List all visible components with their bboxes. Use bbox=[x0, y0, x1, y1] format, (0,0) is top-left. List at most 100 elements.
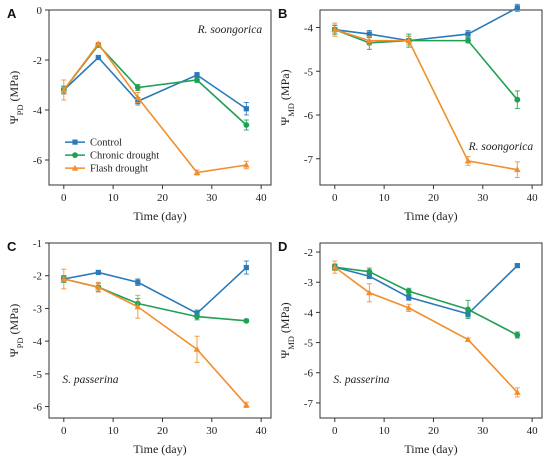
x-tick-label: 20 bbox=[428, 192, 440, 204]
series-line bbox=[63, 43, 247, 126]
data-point bbox=[465, 31, 471, 37]
x-tick-label: 10 bbox=[108, 192, 120, 204]
data-point bbox=[194, 313, 200, 320]
x-tick-label: 10 bbox=[379, 425, 391, 437]
legend: Control Chronic drought Flash drought bbox=[65, 138, 159, 175]
y-tick-label: -6 bbox=[33, 402, 43, 414]
y-tick-label: 0 bbox=[37, 5, 43, 17]
series-flash-drought bbox=[60, 268, 250, 409]
y-tick-label: -6 bbox=[33, 155, 43, 167]
data-point bbox=[405, 288, 412, 295]
data-point bbox=[193, 346, 201, 352]
species-label: R. soongorica bbox=[197, 24, 263, 36]
legend-entry: Control bbox=[65, 138, 122, 149]
y-axis-subscript: MD bbox=[286, 336, 296, 350]
y-axis-title: ΨMD (MPa) bbox=[278, 302, 296, 358]
x-axis-title: Time (day) bbox=[133, 209, 186, 223]
data-point bbox=[465, 306, 471, 313]
x-tick-label: 40 bbox=[256, 192, 268, 204]
x-tick-label: 30 bbox=[206, 425, 218, 437]
data-point bbox=[134, 303, 142, 310]
plot-frame bbox=[48, 242, 272, 419]
legend-entry: Chronic drought bbox=[65, 151, 159, 162]
data-point bbox=[464, 336, 472, 343]
x-tick-label: 10 bbox=[379, 192, 391, 204]
legend-marker bbox=[72, 152, 78, 159]
y-tick-label: -5 bbox=[33, 369, 43, 381]
y-axis-unit: (MPa) bbox=[278, 302, 292, 336]
data-point bbox=[134, 94, 142, 100]
plot-frame bbox=[48, 9, 272, 186]
y-tick-label: -1 bbox=[33, 238, 42, 250]
data-point bbox=[366, 289, 373, 296]
data-point bbox=[405, 304, 413, 311]
data-point bbox=[135, 279, 141, 285]
data-point bbox=[464, 157, 472, 164]
series-line bbox=[334, 7, 518, 42]
x-tick-label: 30 bbox=[206, 192, 218, 204]
y-tick-label: -4 bbox=[33, 105, 43, 117]
species-label: S. passerina bbox=[62, 374, 118, 386]
y-tick-label: -5 bbox=[304, 66, 314, 78]
y-tick-label: -7 bbox=[304, 398, 314, 410]
x-tick-label: 0 bbox=[332, 425, 338, 437]
legend-marker bbox=[72, 139, 78, 145]
panel-b: B 0 10 20 30 40 -4 -5 -6 -7 Time (day) ΨMD (MPa) R. … bbox=[278, 3, 543, 223]
panel-letter: B bbox=[278, 6, 287, 21]
series-chronic-drought bbox=[60, 275, 250, 324]
legend-marker bbox=[71, 164, 79, 171]
panel-a: A 0 10 20 30 40 0 -2 -4 -6 Time (day) ΨPD (MPa) R. s… bbox=[7, 5, 272, 223]
data-point bbox=[243, 264, 249, 271]
y-tick-label: -3 bbox=[33, 303, 43, 315]
data-point bbox=[243, 317, 250, 324]
x-axis-title: Time (day) bbox=[133, 442, 186, 456]
data-point bbox=[243, 106, 249, 112]
x-tick-label: 0 bbox=[332, 192, 338, 204]
panel-c: C 0 10 20 30 40 -1 -2 -3 -4 -5 -6 Time (day) ΨPD (MPa… bbox=[7, 238, 272, 456]
x-tick-label: 20 bbox=[157, 192, 169, 204]
y-axis-subscript: MD bbox=[286, 103, 296, 117]
panel-letter: D bbox=[278, 239, 287, 254]
series-flash-drought bbox=[331, 22, 521, 179]
data-point bbox=[366, 273, 372, 279]
species-label: R. soongorica bbox=[468, 141, 534, 153]
y-axis-symbol: Ψ bbox=[278, 350, 292, 359]
plot-frame bbox=[319, 242, 543, 419]
y-axis-unit: (MPa) bbox=[278, 69, 292, 103]
y-axis-symbol: Ψ bbox=[7, 348, 21, 357]
series-chronic-drought bbox=[331, 263, 521, 339]
panel-letter: C bbox=[7, 239, 17, 254]
data-point bbox=[366, 37, 373, 44]
y-tick-label: -5 bbox=[304, 338, 314, 350]
y-tick-label: -6 bbox=[304, 110, 314, 122]
data-point bbox=[243, 401, 250, 408]
species-label: S. passerina bbox=[333, 374, 389, 386]
data-point bbox=[405, 37, 413, 44]
y-axis-title: ΨPD (MPa) bbox=[7, 304, 25, 357]
y-axis-unit: (MPa) bbox=[7, 71, 21, 105]
data-point bbox=[95, 283, 102, 290]
data-point bbox=[331, 26, 339, 33]
data-point bbox=[243, 122, 250, 128]
data-point bbox=[514, 5, 520, 11]
x-tick-label: 40 bbox=[527, 192, 539, 204]
data-point bbox=[95, 54, 101, 61]
series-line bbox=[63, 278, 247, 406]
series-flash-drought bbox=[331, 260, 521, 398]
data-point bbox=[95, 40, 102, 47]
legend-label: Flash drought bbox=[90, 164, 148, 175]
y-axis-symbol: Ψ bbox=[278, 117, 292, 126]
data-point bbox=[194, 72, 200, 78]
y-tick-label: -7 bbox=[304, 154, 314, 166]
x-tick-label: 20 bbox=[157, 425, 169, 437]
panel-d: D 0 10 20 30 40 -2 -3 -4 -5 -6 -7 Time (day) ΨMD (MPa… bbox=[278, 239, 543, 456]
y-tick-label: -4 bbox=[304, 23, 314, 35]
x-tick-label: 0 bbox=[61, 192, 67, 204]
data-point bbox=[194, 77, 200, 83]
series-line bbox=[334, 28, 518, 101]
legend-label: Control bbox=[90, 138, 122, 149]
x-axis-title: Time (day) bbox=[404, 442, 457, 456]
data-point bbox=[514, 166, 521, 173]
data-point bbox=[243, 161, 250, 168]
y-tick-label: -4 bbox=[304, 307, 314, 319]
